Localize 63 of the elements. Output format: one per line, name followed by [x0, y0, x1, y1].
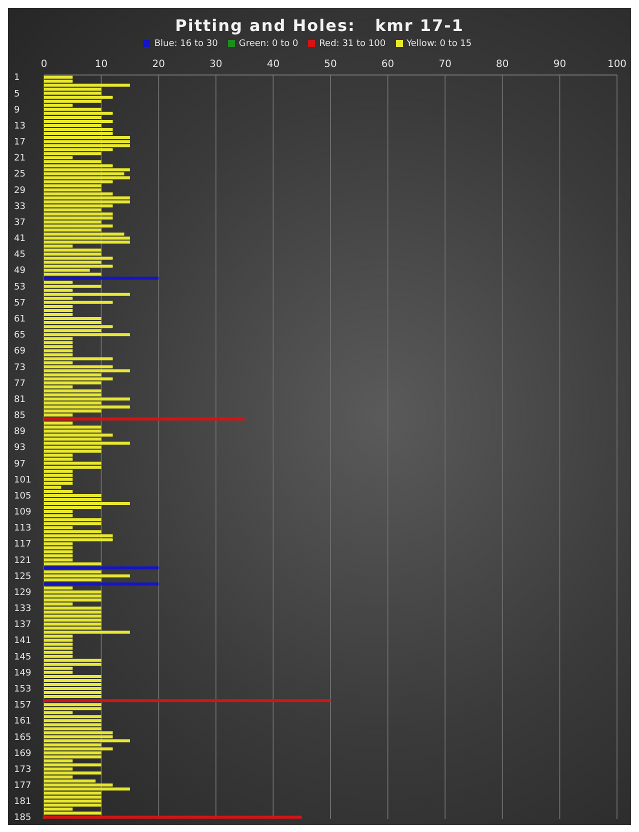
legend-label: Blue: 16 to 30: [154, 39, 218, 49]
y-tick-label: 57: [14, 298, 26, 308]
x-tick-label: 0: [40, 59, 48, 70]
y-tick-label: 129: [14, 588, 32, 598]
y-tick-label: 109: [14, 508, 32, 518]
y-tick-label: 29: [14, 186, 26, 196]
x-tick-label: 10: [94, 59, 108, 70]
y-tick-label: 97: [14, 459, 26, 470]
y-tick-label: 81: [14, 394, 26, 405]
y-tick-label: 13: [14, 121, 26, 132]
y-tick-label: 137: [14, 620, 32, 630]
y-tick-label: 117: [14, 540, 32, 550]
y-tick-label: 185: [14, 813, 32, 824]
x-tick-label: 60: [381, 59, 394, 70]
y-tick-label: 165: [14, 732, 32, 743]
y-tick-label: 181: [14, 797, 32, 808]
y-tick-label: 121: [14, 556, 32, 566]
y-tick-label: 133: [14, 604, 32, 614]
x-tick-label: 20: [152, 59, 165, 70]
y-tick-label: 173: [14, 764, 32, 775]
legend-label: Yellow: 0 to 15: [406, 39, 472, 49]
y-tick-label: 85: [14, 411, 26, 422]
y-tick-label: 5: [14, 89, 20, 100]
y-tick-label: 113: [14, 524, 32, 534]
y-tick-label: 169: [14, 748, 32, 759]
legend-label: Green: 0 to 0: [238, 39, 298, 49]
x-tick-label: 50: [324, 59, 337, 70]
y-tick-label: 93: [14, 443, 26, 454]
x-tick-label: 30: [210, 59, 222, 70]
x-tick-label: 90: [553, 59, 566, 70]
y-tick-label: 45: [14, 250, 26, 260]
y-tick-label: 49: [14, 266, 26, 276]
y-tick-label: 157: [14, 700, 32, 711]
y-tick-label: 37: [14, 218, 26, 228]
y-tick-label: 9: [14, 105, 20, 116]
y-tick-label: 69: [14, 346, 26, 357]
x-tick-label: 70: [438, 59, 452, 70]
y-tick-label: 101: [14, 475, 32, 486]
y-tick-label: 149: [14, 668, 32, 678]
y-tick-label: 89: [14, 427, 26, 438]
y-tick-label: 1: [14, 73, 20, 84]
y-tick-label: 65: [14, 330, 26, 341]
chart-title: Pitting and Holes: kmr 17-1: [174, 16, 465, 35]
y-tick-label: 17: [14, 138, 26, 148]
x-tick-label: 40: [266, 59, 280, 70]
y-tick-label: 61: [14, 314, 26, 325]
y-tick-label: 153: [14, 684, 32, 694]
y-tick-label: 161: [14, 716, 32, 727]
y-tick-label: 73: [14, 362, 26, 373]
y-tick-label: 41: [14, 234, 26, 244]
y-tick-label: 125: [14, 572, 32, 582]
x-tick-label: 80: [496, 59, 509, 70]
y-tick-label: 77: [14, 378, 26, 389]
y-tick-label: 105: [14, 491, 32, 502]
legend-label: Red: 31 to 100: [319, 39, 386, 49]
y-tick-label: 177: [14, 781, 32, 792]
y-tick-label: 33: [14, 202, 26, 212]
y-tick-label: 141: [14, 636, 32, 646]
y-tick-label: 21: [14, 154, 26, 164]
y-tick-label: 145: [14, 652, 32, 662]
x-tick-label: 100: [607, 59, 627, 70]
y-tick-label: 53: [14, 282, 26, 292]
y-tick-label: 25: [14, 170, 26, 180]
